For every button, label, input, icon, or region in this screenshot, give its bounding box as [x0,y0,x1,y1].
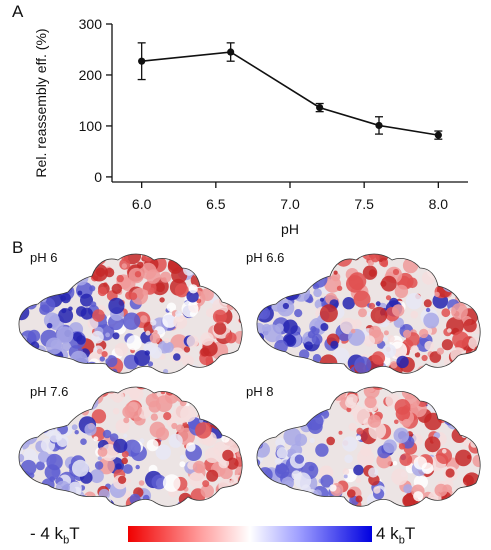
panel-b-label: B [12,238,24,257]
y-tick-label: 0 [94,169,102,185]
surface-outline [18,253,243,374]
x-tick-label: 7.0 [280,196,300,212]
surface-ph8-image [256,386,481,507]
line-chart: 0 100 200 300 6.0 6.5 7.0 7.5 8.0 pH Rel. reassemb… [33,16,468,237]
y-axis-label: Rel. reassembly eff. (%) [33,28,49,177]
surface-label-ph6-6: pH 6.6 [246,250,285,265]
colorbar-min-label: - 4 kbT [30,524,80,547]
surface-label-ph6: pH 6 [30,250,58,265]
surface-label-ph8: pH 8 [246,384,274,399]
surface-outline [256,386,481,507]
surface-ph6-image [18,253,243,374]
surface-outline [18,386,243,507]
y-tick-label: 200 [79,67,103,83]
surface-ph7-6-image [18,386,243,507]
surface-ph6-6-image [256,253,481,374]
x-tick-label: 6.5 [206,196,226,212]
colorbar [128,526,372,542]
panel-a-label: A [12,2,24,21]
y-tick-label: 300 [79,16,103,32]
x-tick-label: 6.0 [132,196,152,212]
data-point [375,121,383,130]
x-axis-label: pH [281,221,299,237]
series-line [141,51,439,136]
colorbar-max-label: 4 kbT [376,524,416,547]
data-point [316,103,324,112]
surface-outline [256,253,481,374]
x-tick-label: 8.0 [429,196,449,212]
surface-label-ph7-6: pH 7.6 [30,384,69,399]
data-point [227,48,235,56]
data-point [434,131,442,139]
x-tick-label: 7.5 [354,196,374,212]
data-point [138,57,146,65]
y-tick-label: 100 [79,118,103,134]
